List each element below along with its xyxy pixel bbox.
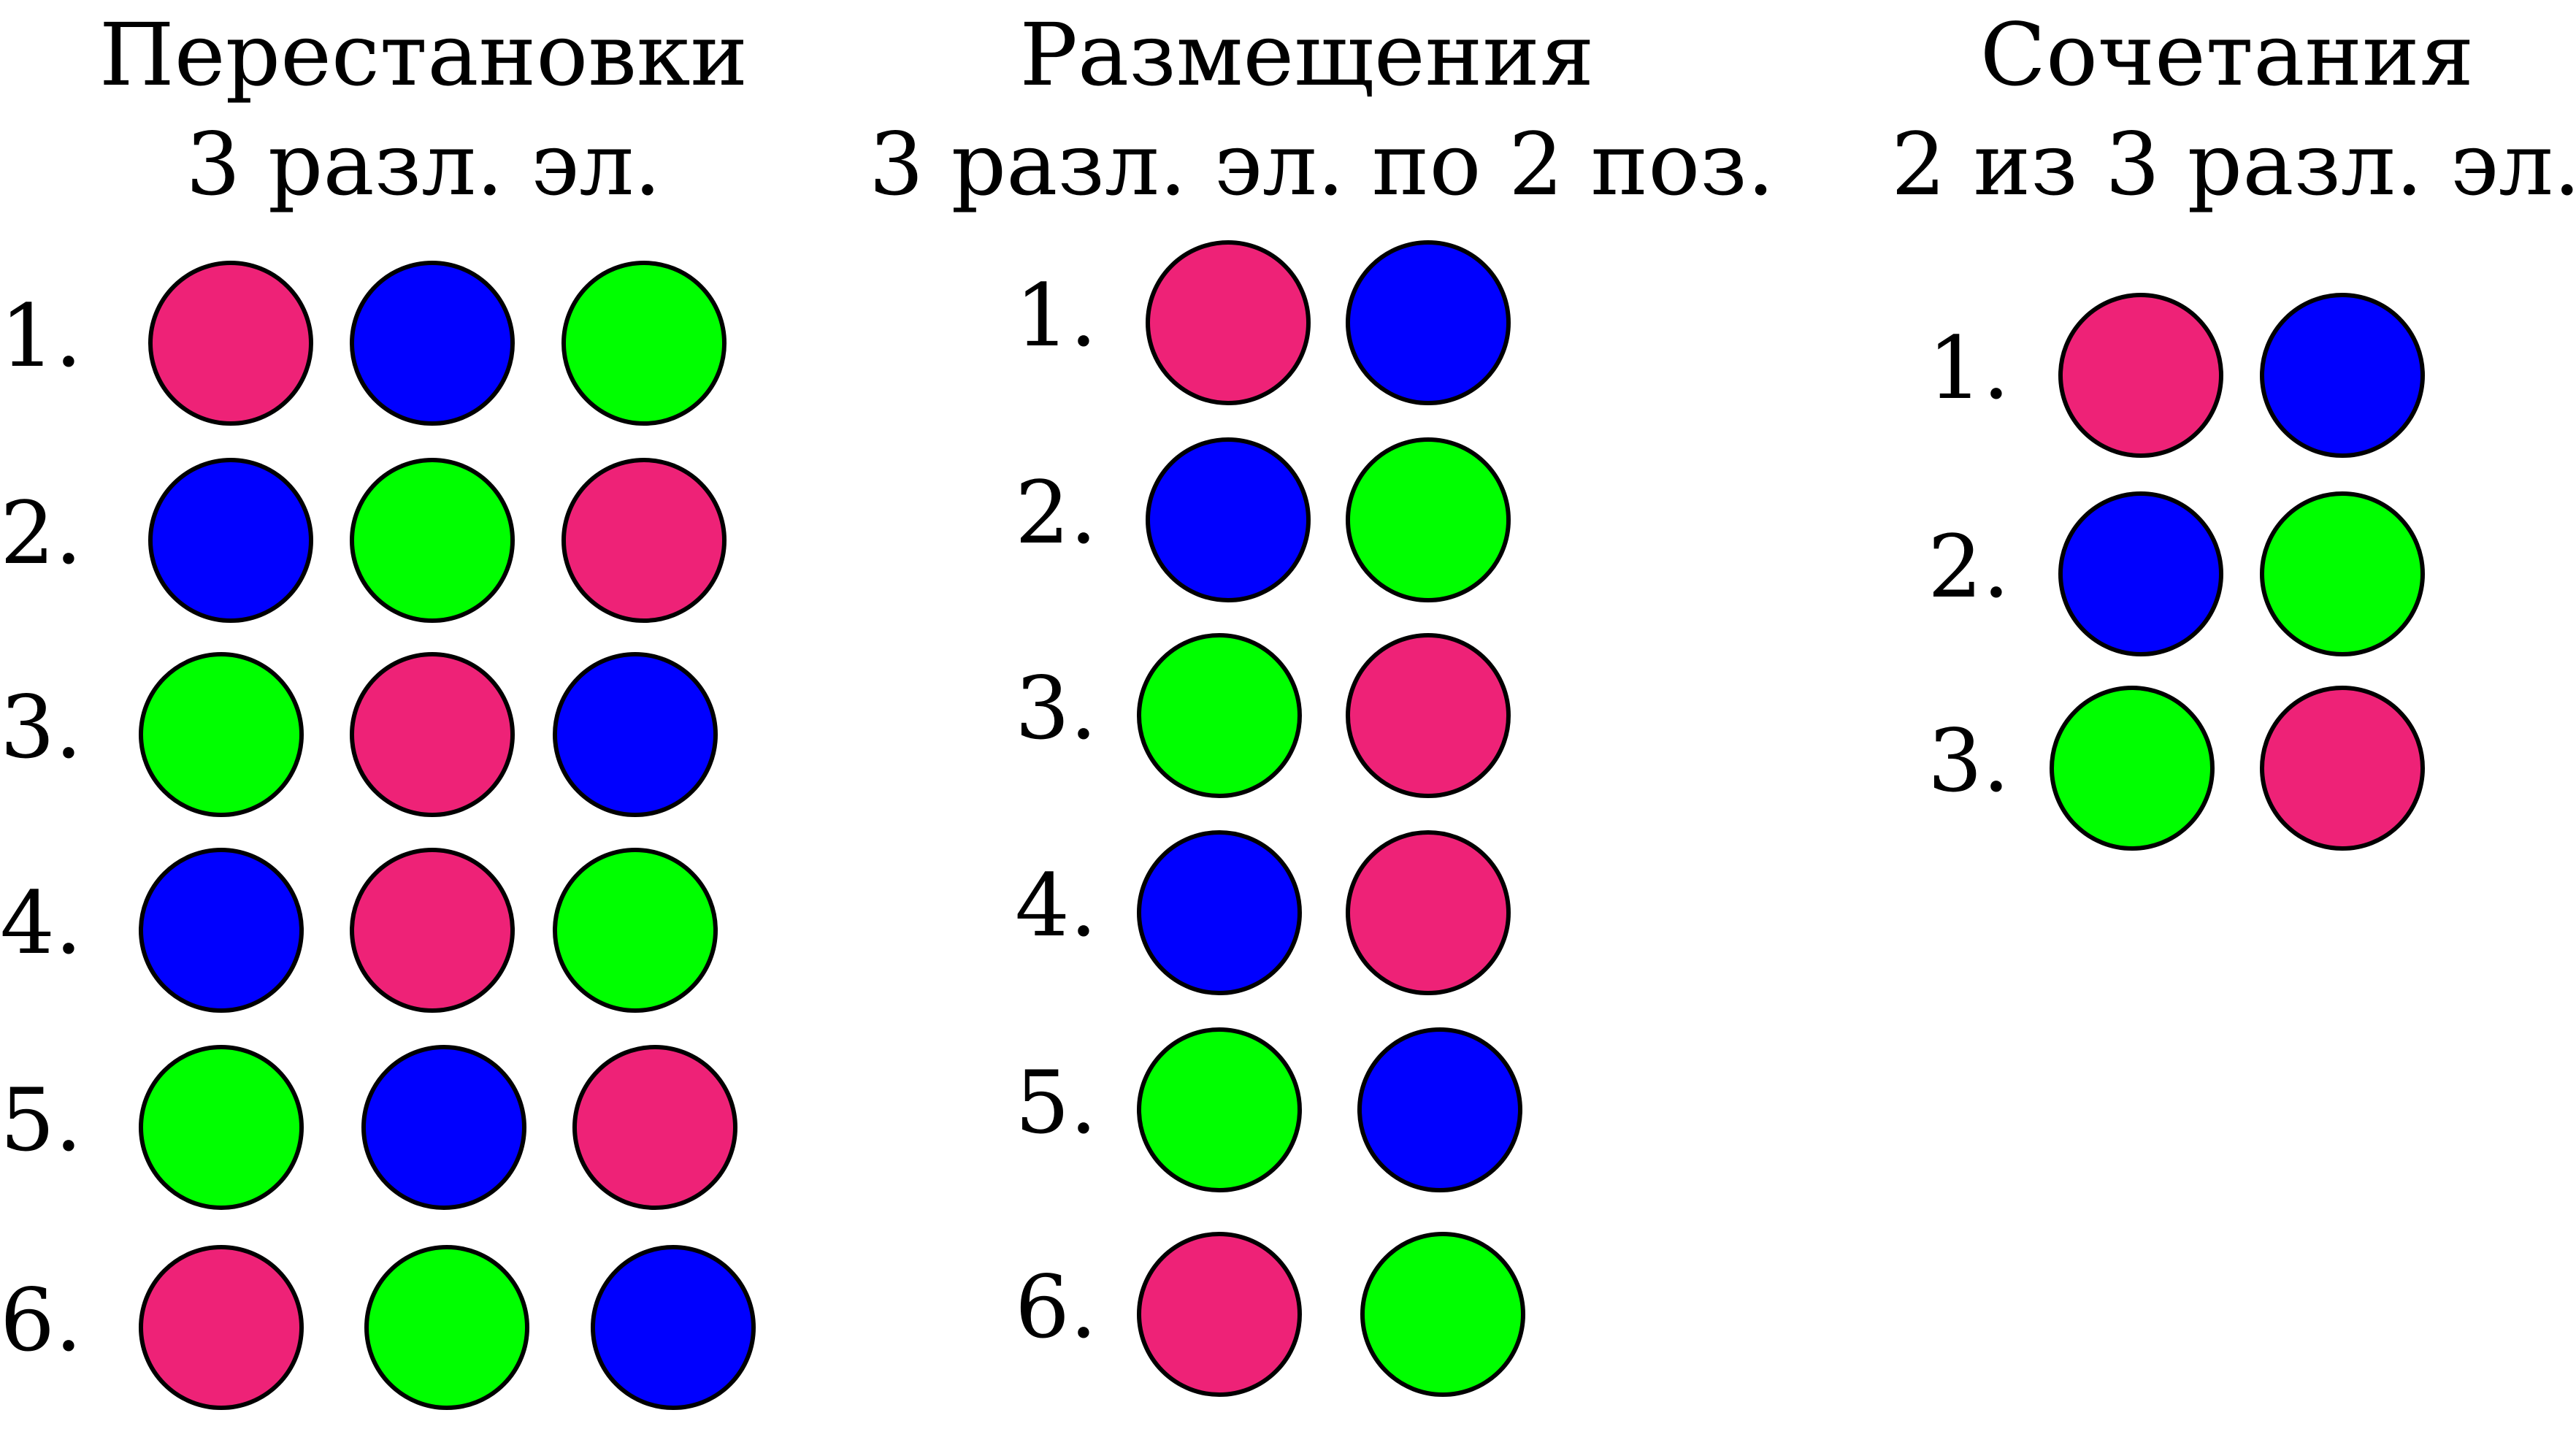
blue-circle bbox=[553, 652, 718, 817]
pink-circle bbox=[1137, 1232, 1302, 1397]
blue-circle bbox=[1137, 830, 1302, 995]
row-number-arrangements-6: 6. bbox=[1015, 1257, 1097, 1357]
row-number-arrangements-4: 4. bbox=[1015, 855, 1097, 956]
title-arrangements-line1: Размещения bbox=[1019, 4, 1595, 105]
blue-circle bbox=[591, 1245, 756, 1410]
green-circle bbox=[139, 1045, 304, 1210]
green-circle bbox=[561, 261, 727, 426]
blue-circle bbox=[139, 848, 304, 1013]
row-number-arrangements-3: 3. bbox=[1015, 658, 1097, 759]
green-circle bbox=[1137, 633, 1302, 798]
blue-circle bbox=[2058, 491, 2223, 656]
row-number-permutations-4: 4. bbox=[0, 873, 83, 973]
title-combinations: Сочетания 2 из 3 разл. эл. bbox=[1891, 0, 2576, 219]
row-number-combinations-3: 3. bbox=[1928, 710, 2010, 811]
green-circle bbox=[553, 848, 718, 1013]
title-arrangements: Размещения 3 разл. эл. по 2 поз. bbox=[869, 0, 1775, 219]
blue-circle bbox=[1346, 240, 1511, 405]
green-circle bbox=[2050, 686, 2215, 851]
green-circle bbox=[2260, 491, 2425, 656]
pink-circle bbox=[561, 458, 727, 623]
blue-circle bbox=[2260, 293, 2425, 458]
pink-circle bbox=[148, 261, 313, 426]
blue-circle bbox=[350, 261, 515, 426]
pink-circle bbox=[1346, 830, 1511, 995]
row-number-permutations-3: 3. bbox=[0, 677, 83, 778]
row-number-arrangements-1: 1. bbox=[1015, 265, 1097, 366]
pink-circle bbox=[1146, 240, 1311, 405]
blue-circle bbox=[1146, 437, 1311, 602]
pink-circle bbox=[2058, 293, 2223, 458]
row-number-arrangements-2: 2. bbox=[1015, 462, 1097, 563]
title-combinations-line1: Сочетания bbox=[1979, 4, 2475, 105]
row-number-permutations-2: 2. bbox=[0, 483, 83, 583]
row-number-combinations-2: 2. bbox=[1928, 516, 2010, 617]
pink-circle bbox=[350, 848, 515, 1013]
green-circle bbox=[1346, 437, 1511, 602]
pink-circle bbox=[139, 1245, 304, 1410]
row-number-permutations-6: 6. bbox=[0, 1270, 83, 1371]
title-permutations-line1: Перестановки bbox=[99, 4, 748, 105]
green-circle bbox=[139, 652, 304, 817]
row-number-combinations-1: 1. bbox=[1928, 318, 2010, 418]
pink-circle bbox=[2260, 686, 2425, 851]
title-permutations: Перестановки 3 разл. эл. bbox=[58, 0, 789, 219]
green-circle bbox=[1360, 1232, 1525, 1397]
green-circle bbox=[350, 458, 515, 623]
blue-circle bbox=[361, 1045, 526, 1210]
pink-circle bbox=[350, 652, 515, 817]
title-permutations-line2: 3 разл. эл. bbox=[185, 114, 662, 215]
row-number-permutations-5: 5. bbox=[0, 1070, 83, 1170]
green-circle bbox=[1137, 1027, 1302, 1192]
row-number-arrangements-5: 5. bbox=[1015, 1052, 1097, 1153]
pink-circle bbox=[1346, 633, 1511, 798]
title-arrangements-line2: 3 разл. эл. по 2 поз. bbox=[869, 114, 1775, 215]
blue-circle bbox=[1357, 1027, 1522, 1192]
row-number-permutations-1: 1. bbox=[0, 286, 83, 386]
pink-circle bbox=[572, 1045, 737, 1210]
title-combinations-line2: 2 из 3 разл. эл. bbox=[1891, 114, 2576, 215]
blue-circle bbox=[148, 458, 313, 623]
green-circle bbox=[364, 1245, 529, 1410]
